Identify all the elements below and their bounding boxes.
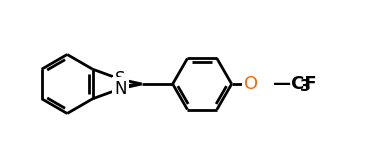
Text: O: O xyxy=(244,75,258,93)
Text: N: N xyxy=(114,80,127,98)
Text: 3: 3 xyxy=(300,79,310,95)
Text: S: S xyxy=(115,70,126,88)
Text: —CF: —CF xyxy=(273,75,317,93)
